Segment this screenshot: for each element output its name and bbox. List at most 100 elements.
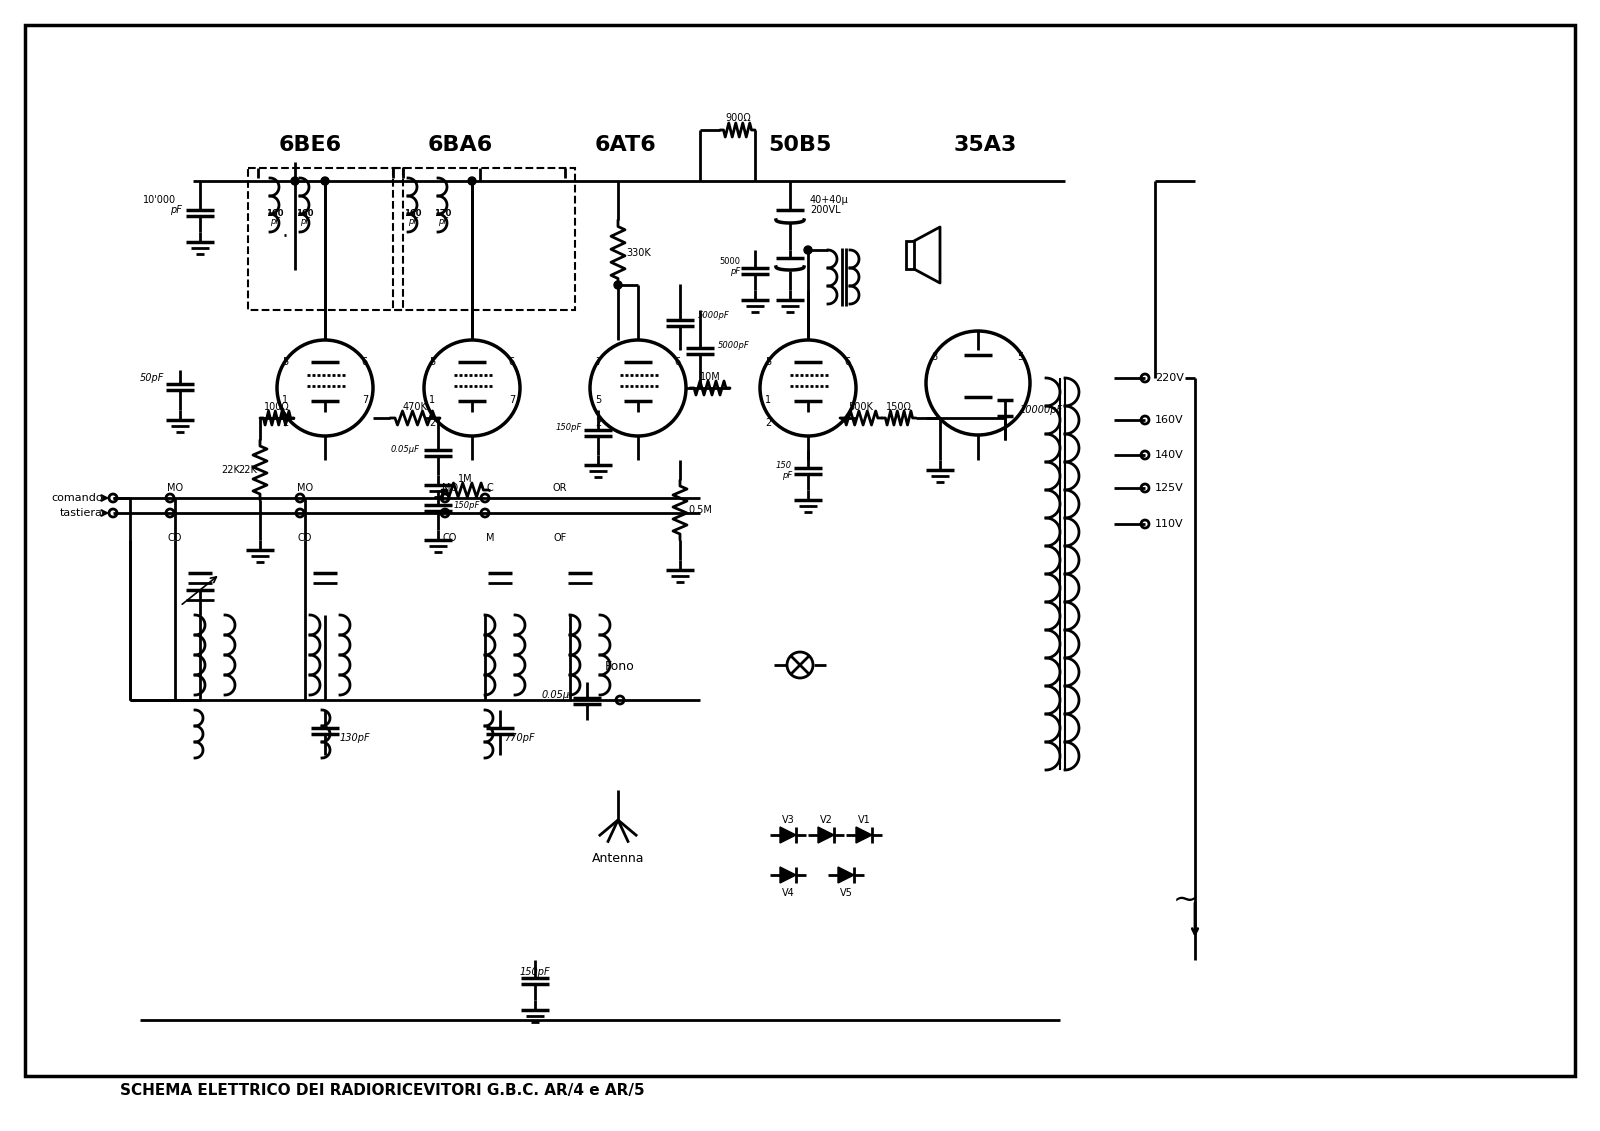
Circle shape — [482, 509, 490, 517]
Text: V4: V4 — [782, 888, 794, 898]
Circle shape — [1141, 484, 1149, 492]
Text: MO: MO — [442, 483, 458, 493]
Polygon shape — [781, 867, 797, 883]
Text: 22K: 22K — [221, 465, 240, 475]
Text: 470K: 470K — [403, 402, 427, 412]
Text: 770pF: 770pF — [504, 733, 534, 743]
Circle shape — [614, 280, 622, 290]
Circle shape — [760, 340, 856, 435]
Text: 5000pF: 5000pF — [698, 311, 730, 320]
Text: 6BE6: 6BE6 — [278, 135, 341, 155]
Circle shape — [296, 509, 304, 517]
Circle shape — [442, 494, 450, 502]
Text: 330K: 330K — [626, 248, 651, 258]
Text: pF: pF — [408, 217, 418, 226]
Text: V5: V5 — [840, 888, 853, 898]
Text: 6: 6 — [507, 357, 514, 366]
Text: 6AT6: 6AT6 — [594, 135, 656, 155]
Text: SCHEMA ELETTRICO DEI RADIORICEVITORI G.B.C. AR/4 e AR/5: SCHEMA ELETTRICO DEI RADIORICEVITORI G.B… — [120, 1082, 645, 1097]
Text: 500K: 500K — [848, 402, 874, 412]
Text: 5: 5 — [765, 357, 771, 366]
Text: comando: comando — [51, 493, 102, 503]
Text: 10000pF: 10000pF — [1021, 405, 1062, 415]
Text: pF: pF — [782, 470, 792, 480]
Text: 7: 7 — [362, 395, 368, 405]
Circle shape — [467, 176, 477, 185]
Circle shape — [277, 340, 373, 435]
Text: Fono: Fono — [605, 659, 635, 673]
Text: MO: MO — [298, 483, 314, 493]
Text: pF: pF — [438, 217, 448, 226]
Text: 1: 1 — [282, 395, 288, 405]
Circle shape — [1141, 416, 1149, 424]
Circle shape — [926, 331, 1030, 435]
Circle shape — [805, 247, 813, 254]
Text: 7: 7 — [595, 357, 602, 366]
Polygon shape — [781, 827, 797, 843]
Circle shape — [787, 651, 813, 677]
Text: V2: V2 — [819, 815, 832, 824]
Text: pF: pF — [270, 217, 280, 226]
Text: V1: V1 — [858, 815, 870, 824]
Text: 170: 170 — [434, 208, 451, 217]
Circle shape — [424, 340, 520, 435]
Text: 8: 8 — [931, 352, 938, 362]
Text: 5: 5 — [1018, 352, 1022, 362]
Text: 2: 2 — [765, 418, 771, 428]
Text: 10'000: 10'000 — [142, 195, 176, 205]
Text: 6: 6 — [674, 357, 680, 366]
Text: 6: 6 — [362, 357, 366, 366]
Text: 50pF: 50pF — [139, 373, 165, 383]
Text: 1: 1 — [765, 395, 771, 405]
Circle shape — [109, 509, 117, 517]
Text: 2: 2 — [282, 418, 288, 428]
Polygon shape — [818, 827, 834, 843]
Text: tastiera: tastiera — [61, 508, 102, 518]
Text: 150pF: 150pF — [520, 967, 550, 977]
Polygon shape — [856, 827, 872, 843]
Text: ~: ~ — [1173, 886, 1198, 915]
Text: 100Ω: 100Ω — [264, 402, 290, 412]
Bar — [906, 241, 914, 269]
Text: pF: pF — [730, 267, 739, 276]
Text: 2: 2 — [429, 418, 435, 428]
Text: 125V: 125V — [1155, 483, 1184, 493]
Text: 50B5: 50B5 — [768, 135, 832, 155]
Circle shape — [166, 494, 174, 502]
Text: 0.05µ: 0.05µ — [542, 690, 570, 700]
Text: 40+40µ: 40+40µ — [810, 195, 848, 205]
Polygon shape — [838, 867, 854, 883]
Text: 0.5M: 0.5M — [688, 506, 712, 515]
Text: OF: OF — [554, 533, 566, 543]
Text: 220V: 220V — [1155, 373, 1184, 383]
Text: 0.05µF: 0.05µF — [390, 446, 419, 455]
Text: 7: 7 — [509, 395, 515, 405]
Text: 200VL: 200VL — [810, 205, 840, 215]
Text: 150: 150 — [776, 461, 792, 470]
Text: V3: V3 — [782, 815, 794, 824]
Circle shape — [1141, 451, 1149, 459]
Circle shape — [296, 494, 304, 502]
Text: 160V: 160V — [1155, 415, 1184, 425]
Text: 1: 1 — [429, 395, 435, 405]
Text: CO: CO — [298, 533, 312, 543]
Text: 6BA6: 6BA6 — [427, 135, 493, 155]
Text: 140V: 140V — [1155, 450, 1184, 460]
Text: 900Ω: 900Ω — [725, 113, 750, 123]
Text: 150Ω: 150Ω — [886, 402, 912, 412]
Circle shape — [322, 176, 330, 185]
Text: 5000pF: 5000pF — [718, 340, 750, 349]
Text: M: M — [486, 533, 494, 543]
Text: 5: 5 — [595, 395, 602, 405]
Circle shape — [616, 696, 624, 703]
Text: OR: OR — [552, 483, 568, 493]
Circle shape — [442, 509, 450, 517]
Text: 22K: 22K — [238, 465, 258, 475]
Text: 6: 6 — [843, 357, 850, 366]
Text: 5000: 5000 — [718, 258, 739, 267]
Text: 1M: 1M — [458, 474, 472, 484]
Circle shape — [291, 176, 299, 185]
Circle shape — [166, 509, 174, 517]
Text: 2: 2 — [595, 418, 602, 428]
Text: 150pF: 150pF — [454, 501, 480, 510]
